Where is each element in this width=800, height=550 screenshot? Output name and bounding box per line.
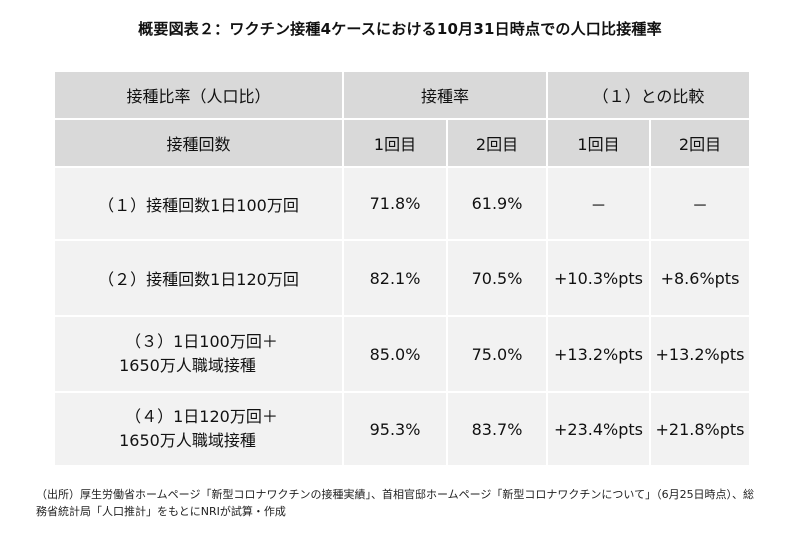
rate-dose1-cell: 85.0%: [342, 315, 448, 393]
cmp-dose2-cell: －: [649, 166, 752, 241]
row-label-line1: （３）1日100万回＋: [125, 332, 278, 351]
row-label-line2: 1650万人職域接種: [119, 356, 256, 375]
header-rate: 接種率: [341, 70, 549, 120]
row-label: （２）接種回数1日120万回: [53, 239, 344, 317]
cmp-dose2-cell: +8.6%pts: [649, 239, 752, 317]
cmp-dose1-cell: +23.4%pts: [546, 391, 652, 467]
source-note: （出所）厚生労働省ホームページ「新型コロナワクチンの接種実績」、首相官邸ホームペ…: [36, 488, 755, 518]
header-compare: （１）との比較: [546, 70, 752, 120]
rate-dose1-cell: 71.8%: [342, 166, 448, 241]
header-rate-dose1: 1回目: [342, 118, 448, 168]
row-label-line2: 1650万人職域接種: [119, 431, 256, 450]
rate-dose1-cell: 82.1%: [342, 239, 448, 317]
table-row: （４）1日120万回＋ 1650万人職域接種 95.3% 83.7% +23.4…: [53, 391, 752, 467]
row-label-text: （３）1日100万回＋ 1650万人職域接種: [119, 330, 278, 378]
cmp-dose1-cell: +13.2%pts: [546, 315, 652, 393]
row-label: （１）接種回数1日100万回: [53, 166, 344, 241]
header-row-2: 接種回数 1回目 2回目 1回目 2回目: [53, 118, 752, 168]
header-cmp-dose2: 2回目: [649, 118, 752, 168]
cmp-dose1-cell: +10.3%pts: [546, 239, 652, 317]
row-label-line1: （４）1日120万回＋: [125, 407, 278, 426]
row-label-text: （４）1日120万回＋ 1650万人職域接種: [119, 405, 278, 453]
table-row: （１）接種回数1日100万回 71.8% 61.9% － －: [53, 166, 752, 241]
rate-dose2-cell: 61.9%: [445, 166, 549, 241]
row-label: （３）1日100万回＋ 1650万人職域接種: [53, 315, 344, 393]
header-cmp-dose1: 1回目: [546, 118, 652, 168]
rate-dose2-cell: 83.7%: [445, 391, 549, 467]
header-rate-dose2: 2回目: [445, 118, 549, 168]
figure-title: 概要図表２：ワクチン接種4ケースにおける10月31日時点での人口比接種率: [138, 20, 662, 38]
table-row: （２）接種回数1日120万回 82.1% 70.5% +10.3%pts +8.…: [53, 239, 752, 317]
cmp-dose2-cell: +13.2%pts: [649, 315, 752, 393]
header-row-1: 接種比率（人口比） 接種率 （１）との比較: [53, 70, 752, 120]
rate-dose2-cell: 70.5%: [445, 239, 549, 317]
cmp-dose1-cell: －: [546, 166, 652, 241]
header-ratio-label: 接種比率（人口比）: [53, 70, 344, 120]
table-row: （３）1日100万回＋ 1650万人職域接種 85.0% 75.0% +13.2…: [53, 315, 752, 393]
vaccination-rate-table: 接種比率（人口比） 接種率 （１）との比較 接種回数 1回目 2回目 1回目 2…: [53, 70, 752, 467]
row-label: （４）1日120万回＋ 1650万人職域接種: [53, 391, 344, 467]
rate-dose1-cell: 95.3%: [342, 391, 448, 467]
header-dose-count: 接種回数: [53, 118, 344, 168]
rate-dose2-cell: 75.0%: [445, 315, 549, 393]
cmp-dose2-cell: +21.8%pts: [649, 391, 752, 467]
